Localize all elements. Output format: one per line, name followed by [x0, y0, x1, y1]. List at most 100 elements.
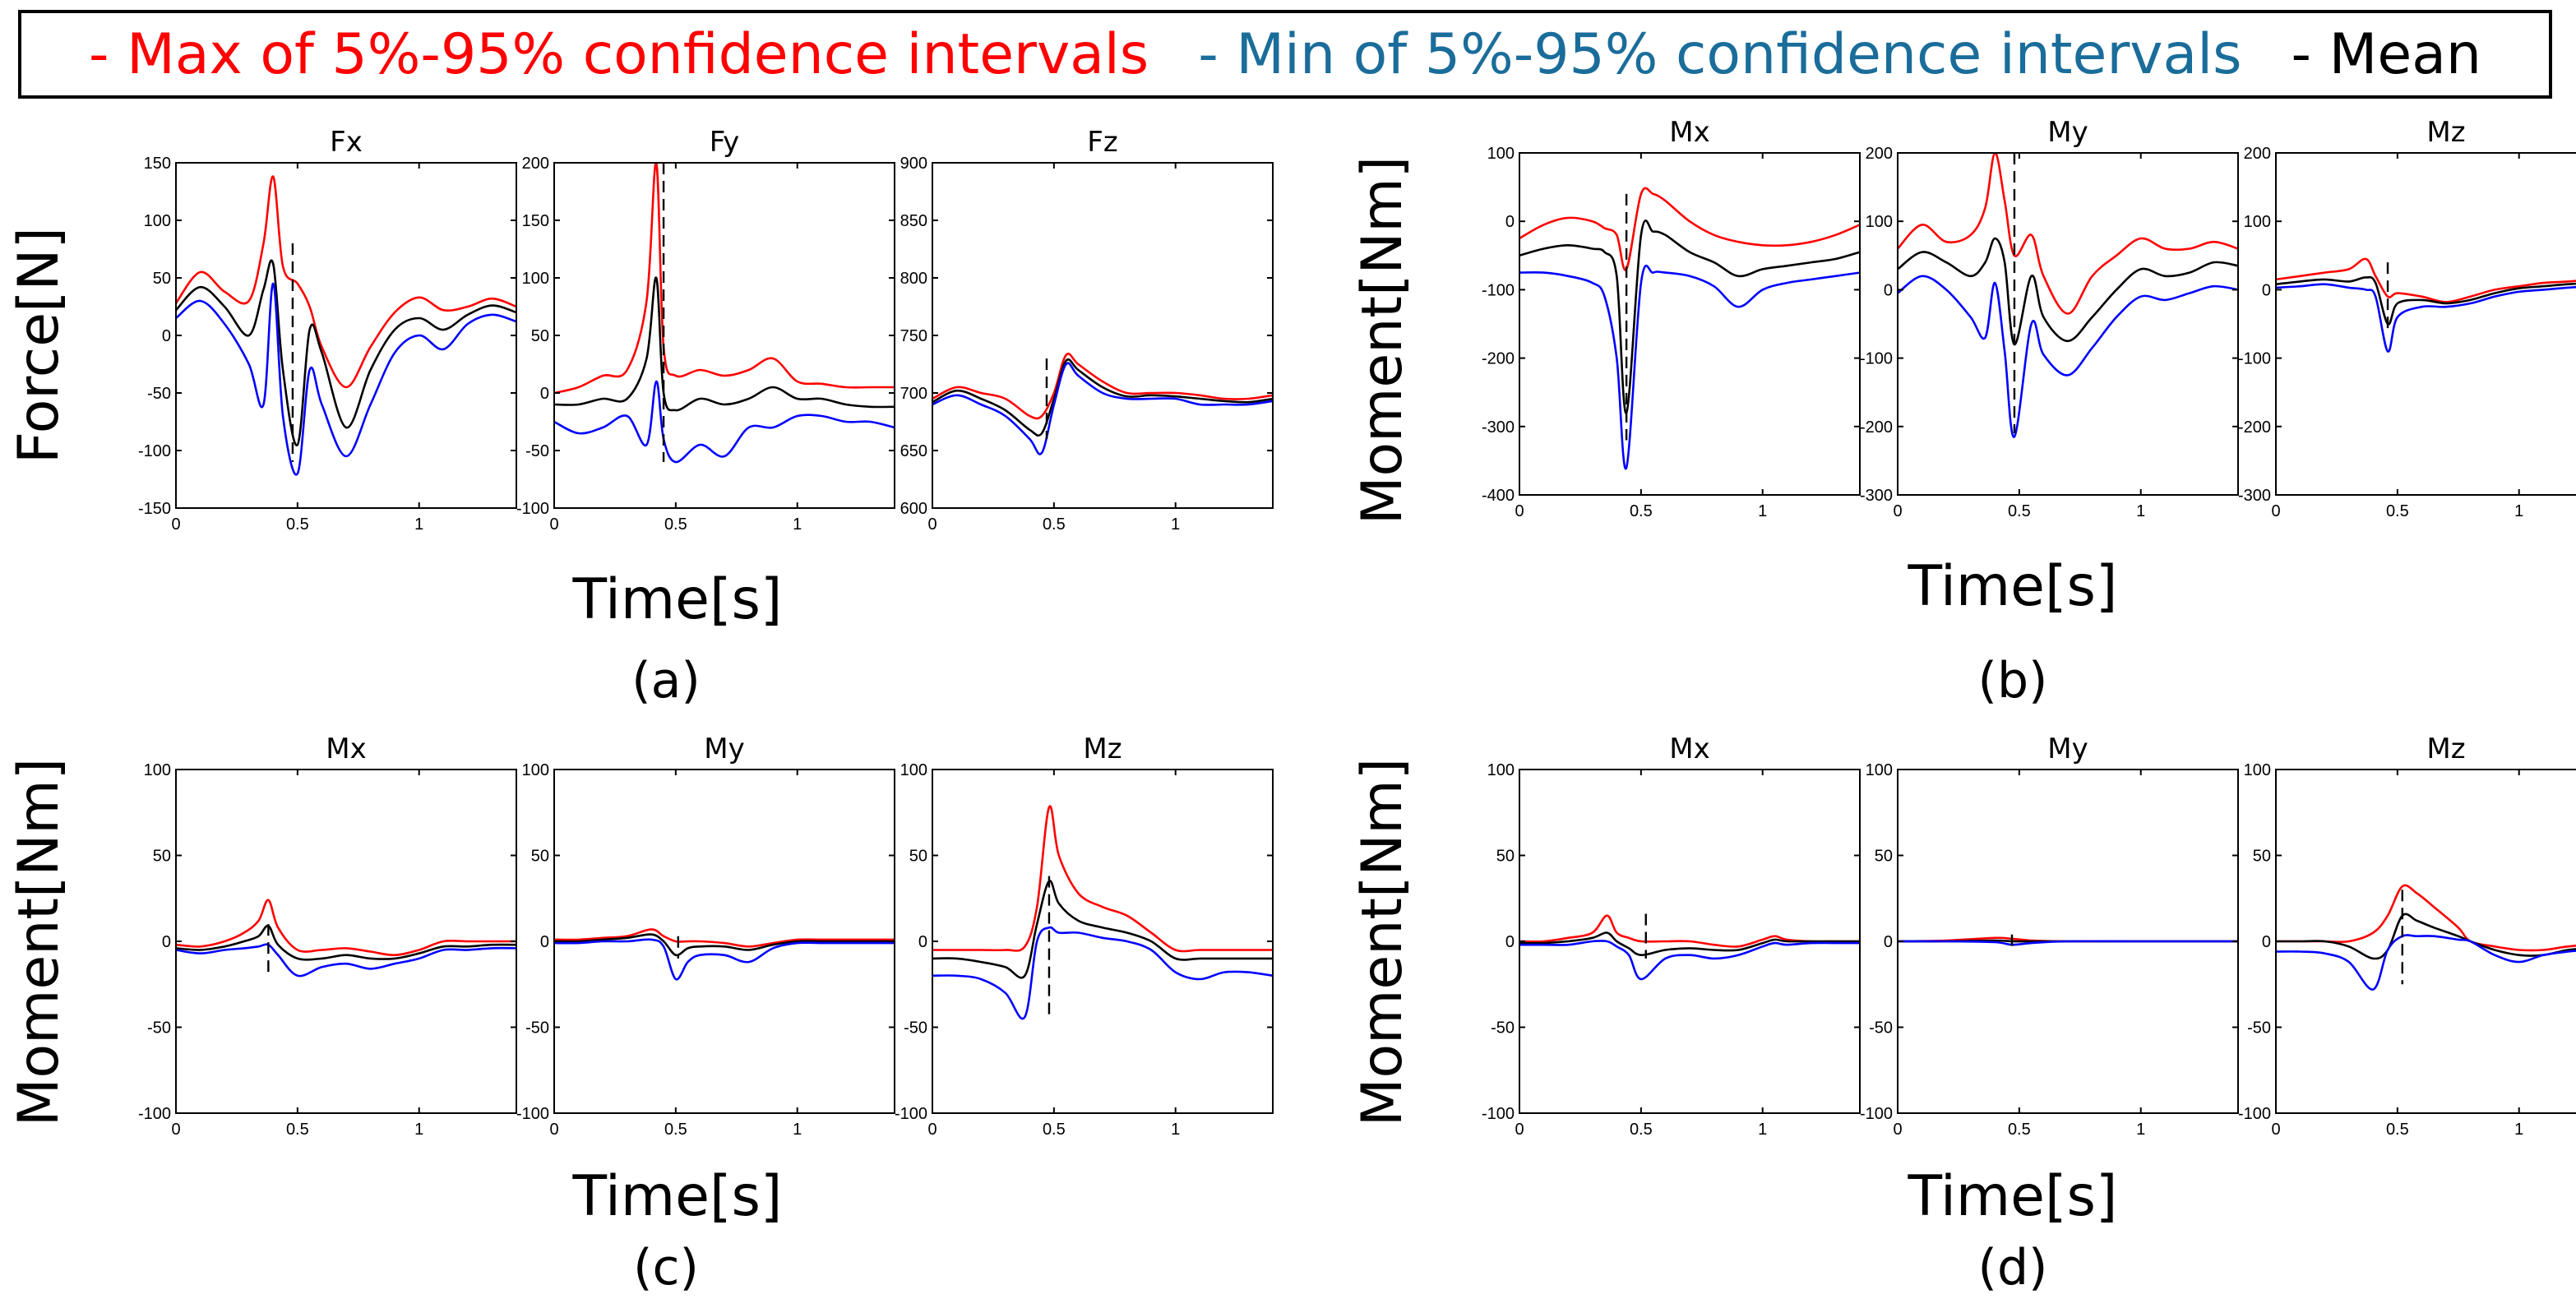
- subplot-title: Fz: [1087, 126, 1117, 159]
- series-line-mean: [1519, 931, 1860, 957]
- series-group: [1898, 153, 2238, 438]
- panel-ylabel: Force[N]: [7, 227, 72, 464]
- panel-letter: (c): [633, 1239, 699, 1296]
- y-tick-label: 650: [900, 442, 927, 460]
- y-tick-label: 100: [144, 761, 171, 779]
- subplot-c-mx: Mx -100 -50 0 50 100 0 0.5 1: [138, 733, 517, 1139]
- y-tick-label: 100: [1487, 145, 1515, 163]
- y-tick-label: 50: [153, 270, 171, 288]
- y-tick-label: 0: [1884, 281, 1893, 299]
- y-tick-label: 50: [2253, 848, 2271, 866]
- y-tick-label: -200: [1482, 350, 1515, 368]
- y-tick-label: 0: [540, 385, 549, 403]
- y-tick-label: -200: [1860, 418, 1893, 437]
- y-tick-label: -50: [525, 442, 549, 460]
- x-tick-label: 0: [549, 515, 558, 534]
- panel-letter: (b): [1978, 652, 2048, 709]
- series-group: [932, 805, 1273, 1020]
- y-tick-label: -300: [2238, 487, 2271, 505]
- x-tick-label: 0: [171, 515, 180, 534]
- series-line-min: [932, 926, 1273, 1020]
- y-tick-label: 150: [522, 212, 549, 230]
- y-tick-label: 0: [162, 933, 171, 951]
- y-tick-label: 100: [522, 761, 549, 779]
- legend-mean-label: - Mean: [2291, 21, 2481, 87]
- subplot-a-fy: Fy -100 -50 0 50 100 150 200 0 0.5 1: [516, 126, 895, 534]
- axes-box: [932, 769, 1274, 1114]
- y-tick-label: 900: [900, 155, 927, 173]
- x-tick-label: 0.5: [286, 515, 309, 534]
- series-line-mean: [932, 880, 1273, 979]
- y-tick-label: -400: [1482, 487, 1515, 505]
- series-line-mean: [176, 924, 516, 961]
- subplot-title: Mz: [1083, 733, 1122, 765]
- series-line-min: [554, 380, 895, 464]
- subplot-c-my: My -100 -50 0 50 100 0 0.5 1: [516, 733, 895, 1139]
- x-tick-label: 0.5: [2386, 1121, 2409, 1139]
- y-tick-label: 0: [1884, 933, 1893, 951]
- subplot-b-mz: Mz -300 -200 -100 0 100 200 0 0.5 1: [2238, 116, 2576, 520]
- panel-xlabel: Time[s]: [1908, 1164, 2118, 1229]
- x-tick-label: 0.5: [2386, 502, 2409, 520]
- subplot-title: Mz: [2426, 733, 2465, 765]
- y-tick-label: -100: [1482, 1105, 1515, 1123]
- x-tick-label: 1: [1758, 1121, 1767, 1139]
- series-line-max: [176, 175, 516, 389]
- x-tick-label: 1: [1171, 515, 1180, 534]
- axes-box: [932, 162, 1274, 509]
- y-tick-label: 850: [900, 212, 927, 230]
- y-tick-label: 50: [531, 327, 549, 345]
- series-line-mean: [176, 259, 516, 446]
- series-line-min: [1898, 275, 2238, 438]
- y-tick-label: 0: [540, 933, 549, 951]
- x-tick-label: 1: [414, 1121, 423, 1139]
- x-tick-label: 1: [2514, 1121, 2523, 1139]
- series-group: [1519, 187, 1860, 470]
- series-line-mean: [554, 933, 895, 957]
- series-group: [2276, 884, 2576, 991]
- y-tick-label: 0: [1505, 213, 1515, 231]
- x-tick-label: 0.5: [664, 1121, 687, 1139]
- series-line-max: [1898, 153, 2238, 315]
- series-line-mean: [1519, 220, 1860, 414]
- x-tick-label: 0: [1515, 1121, 1524, 1139]
- x-tick-label: 0: [927, 1121, 937, 1139]
- x-tick-label: 0.5: [1043, 1121, 1066, 1139]
- x-tick-label: 1: [2514, 502, 2523, 520]
- series-line-max: [1519, 914, 1860, 948]
- series-line-min: [2276, 934, 2576, 991]
- y-tick-label: -200: [2238, 418, 2271, 437]
- subplot-title: Mx: [326, 733, 366, 765]
- x-tick-label: 0.5: [1630, 502, 1653, 520]
- series-line-max: [1519, 187, 1860, 271]
- y-tick-label: -150: [138, 500, 171, 518]
- y-tick-label: -50: [904, 1019, 927, 1038]
- y-tick-label: -100: [138, 442, 171, 460]
- series-group: [932, 353, 1273, 455]
- x-tick-label: 0: [1893, 502, 1902, 520]
- y-tick-label: 750: [900, 327, 927, 345]
- y-tick-label: 50: [1496, 848, 1515, 866]
- x-tick-label: 0: [1515, 502, 1524, 520]
- y-tick-label: -300: [1482, 418, 1515, 437]
- y-tick-label: 100: [1866, 761, 1893, 779]
- panel-ylabel: Moment[Nm]: [1350, 758, 1415, 1126]
- subplot-c-mz: Mz -100 -50 0 50 100 0 0.5 1: [895, 733, 1274, 1139]
- series-line-max: [932, 805, 1273, 953]
- y-tick-label: -50: [1491, 1019, 1515, 1038]
- y-tick-label: -100: [516, 1105, 549, 1123]
- series-line-mean: [1898, 237, 2238, 346]
- panel-xlabel: Time[s]: [572, 1164, 783, 1229]
- y-tick-label: 100: [1487, 761, 1515, 779]
- x-tick-label: 1: [1758, 502, 1767, 520]
- panel-ylabel: Moment[Nm]: [1350, 156, 1415, 525]
- x-tick-label: 0.5: [1630, 1121, 1653, 1139]
- series-line-max: [2276, 257, 2576, 303]
- x-tick-label: 0: [2271, 1121, 2280, 1139]
- y-tick-label: -50: [525, 1019, 549, 1038]
- axes-box: [1519, 152, 1861, 496]
- y-tick-label: -300: [1860, 487, 1893, 505]
- y-tick-label: -50: [2247, 1019, 2271, 1038]
- panel-letter: (d): [1978, 1239, 2048, 1296]
- legend-max-label: - Max of 5%-95% confidence intervals: [89, 21, 1149, 87]
